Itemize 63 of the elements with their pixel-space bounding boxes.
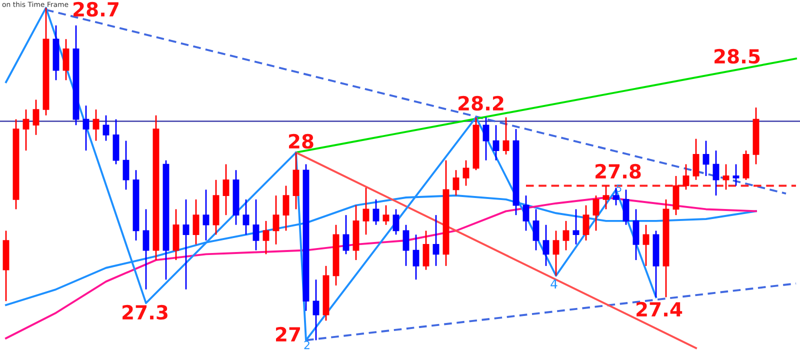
candlestick — [202, 188, 210, 242]
candlestick — [732, 164, 740, 186]
candlestick — [402, 224, 410, 267]
candlestick — [312, 278, 320, 341]
candlestick — [362, 187, 370, 236]
candlestick — [492, 124, 500, 162]
annotation: 28 — [289, 134, 314, 149]
candlestick — [632, 208, 640, 261]
annotation: 27.3 — [122, 304, 168, 320]
candlestick — [242, 198, 250, 236]
candlestick — [712, 150, 720, 196]
candlestick — [122, 140, 130, 190]
candlestick — [342, 214, 350, 255]
candlestick — [22, 108, 30, 152]
candlestick — [422, 230, 430, 271]
annotation: 28.2 — [458, 96, 504, 111]
annotation: 4 — [550, 279, 558, 288]
candlestick — [582, 204, 590, 242]
candlestick — [182, 198, 190, 290]
candlestick — [82, 104, 90, 152]
candlestick — [642, 224, 650, 267]
candlestick — [92, 108, 100, 142]
candlestick — [552, 230, 560, 276]
candlestick — [532, 208, 540, 251]
candlestick — [192, 198, 200, 246]
candlestick — [572, 208, 580, 246]
annotation: 27 — [276, 326, 300, 342]
annotation: 28.7 — [74, 2, 118, 17]
candlestick — [262, 220, 270, 255]
candlestick — [382, 204, 390, 226]
candlestick — [542, 224, 550, 267]
candlestick — [522, 194, 530, 232]
candlestick — [62, 38, 70, 81]
candlestick — [692, 138, 700, 181]
candlestick — [282, 185, 290, 232]
candlestick — [272, 194, 280, 246]
candlestick — [412, 234, 420, 280]
annotation: 27.8 — [596, 164, 641, 179]
candlestick — [502, 116, 510, 156]
candlestick — [742, 150, 750, 181]
candlestick — [672, 175, 680, 216]
annotation: 5 — [616, 184, 622, 192]
candlestick — [452, 169, 460, 196]
candlestick — [222, 164, 230, 216]
candlestick — [252, 198, 260, 251]
candlestick — [602, 185, 610, 210]
candlestick — [702, 140, 710, 177]
candlestick — [462, 160, 470, 186]
candlestick — [682, 164, 690, 190]
candlestick — [562, 220, 570, 251]
annotation: 2 — [304, 340, 310, 350]
annotation: 27.4 — [636, 302, 682, 316]
candlestick — [142, 208, 150, 290]
candlestick — [722, 164, 730, 190]
candlestick — [482, 116, 490, 162]
candlestick — [622, 188, 630, 226]
candlestick — [372, 198, 380, 226]
candlestick — [592, 194, 600, 232]
candlestick — [32, 99, 40, 136]
candlestick — [432, 214, 440, 267]
annotation: 28.5 — [714, 48, 760, 64]
candlestick — [392, 208, 400, 236]
candlestick — [102, 114, 110, 142]
